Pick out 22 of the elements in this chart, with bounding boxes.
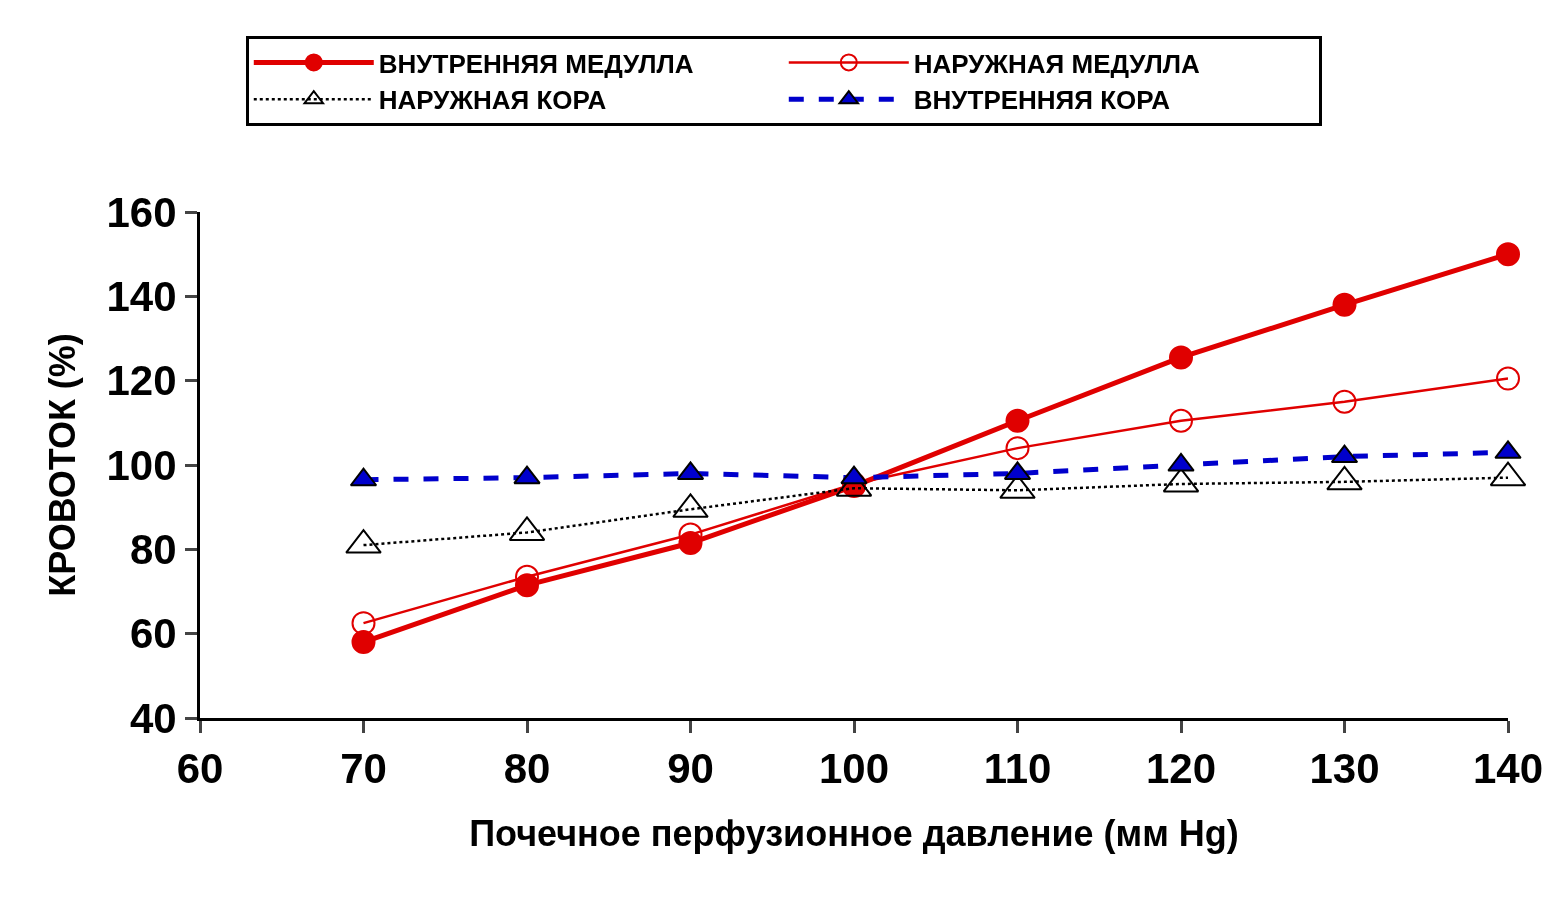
x-tick-label: 100 bbox=[818, 745, 890, 793]
y-tick-label: 100 bbox=[106, 441, 177, 489]
y-tick-label: 120 bbox=[106, 357, 177, 405]
x-tick-label: 60 bbox=[176, 745, 224, 793]
x-tick-label: 120 bbox=[1145, 745, 1217, 793]
y-tick-label: 60 bbox=[129, 610, 177, 658]
x-tick-label: 70 bbox=[340, 745, 387, 793]
y-tick-label: 140 bbox=[106, 273, 177, 321]
legend-label: НАРУЖНАЯ МЕДУЛЛА bbox=[913, 48, 1200, 79]
y-tick-label: 40 bbox=[129, 694, 177, 742]
legend-label: ВНУТРЕННЯЯ КОРА bbox=[913, 85, 1171, 116]
x-tick-label: 140 bbox=[1472, 745, 1544, 793]
x-tick-label: 80 bbox=[503, 745, 551, 793]
y-axis-title: КРОВОТОК (%) bbox=[42, 333, 84, 597]
x-tick-label: 130 bbox=[1309, 745, 1380, 793]
legend-label: ВНУТРЕННЯЯ МЕДУЛЛА bbox=[378, 48, 694, 79]
legend-label: НАРУЖНАЯ КОРА bbox=[378, 85, 607, 116]
x-tick-label: 110 bbox=[983, 745, 1052, 793]
x-axis-title: Почечное перфузионное давление (мм Hg) bbox=[469, 813, 1239, 855]
x-tick-label: 90 bbox=[667, 745, 714, 793]
y-tick-label: 80 bbox=[129, 526, 177, 574]
y-tick-label: 160 bbox=[106, 188, 177, 236]
